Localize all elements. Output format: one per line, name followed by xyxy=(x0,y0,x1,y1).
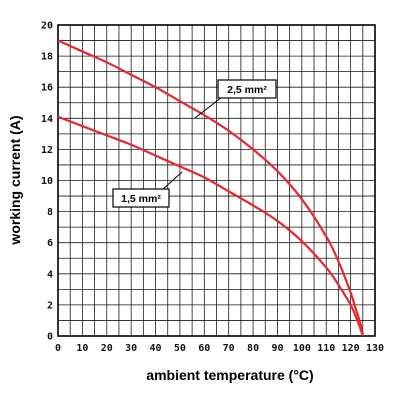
y-tick-label: 12 xyxy=(41,145,53,156)
y-axis-title: working current (A) xyxy=(7,115,23,245)
series-line-0 xyxy=(57,39,364,337)
callout-box-0 xyxy=(217,79,277,99)
y-tick-label: 4 xyxy=(47,269,53,280)
x-tick-labels: 0 10 20 30 40 50 60 70 80 90 100 110 120 130 xyxy=(55,343,384,354)
x-tick-label: 70 xyxy=(223,343,235,354)
callout-box-1 xyxy=(112,188,170,208)
chart-grid xyxy=(57,24,376,337)
series-label-1: 1,5 mm² xyxy=(121,193,161,205)
x-tick-label: 20 xyxy=(101,343,113,354)
y-tick-labels: 0 2 4 6 8 10 12 14 16 18 20 xyxy=(41,21,53,343)
series-callouts: 2,5 mm² 1,5 mm² xyxy=(112,79,277,208)
y-tick-label: 18 xyxy=(41,52,53,63)
y-tick-label: 2 xyxy=(47,300,53,311)
series-lines xyxy=(57,39,364,337)
y-tick-label: 6 xyxy=(47,238,53,249)
x-tick-label: 110 xyxy=(317,343,335,354)
series-line-1 xyxy=(57,115,364,337)
callout-leader-1 xyxy=(161,171,183,191)
x-tick-label: 80 xyxy=(247,343,259,354)
y-tick-label: 14 xyxy=(41,114,53,125)
x-tick-label: 50 xyxy=(174,343,186,354)
x-tick-label: 90 xyxy=(271,343,283,354)
x-tick-label: 100 xyxy=(293,343,311,354)
x-tick-label: 60 xyxy=(198,343,210,354)
x-tick-label: 0 xyxy=(55,343,61,354)
series-label-0: 2,5 mm² xyxy=(227,84,267,96)
y-tick-label: 16 xyxy=(41,83,53,94)
y-tick-label: 8 xyxy=(47,207,53,218)
x-tick-label: 10 xyxy=(76,343,88,354)
x-axis-title: ambient temperature (°C) xyxy=(146,367,313,383)
x-tick-label: 130 xyxy=(366,343,384,354)
x-tick-label: 40 xyxy=(150,343,162,354)
y-tick-label: 20 xyxy=(41,21,53,32)
plot-frame xyxy=(57,24,376,337)
x-tick-label: 30 xyxy=(125,343,137,354)
x-tick-label: 120 xyxy=(342,343,360,354)
callout-leader-0 xyxy=(194,96,223,119)
y-tick-label: 10 xyxy=(41,176,53,187)
y-tick-label: 0 xyxy=(47,332,53,343)
